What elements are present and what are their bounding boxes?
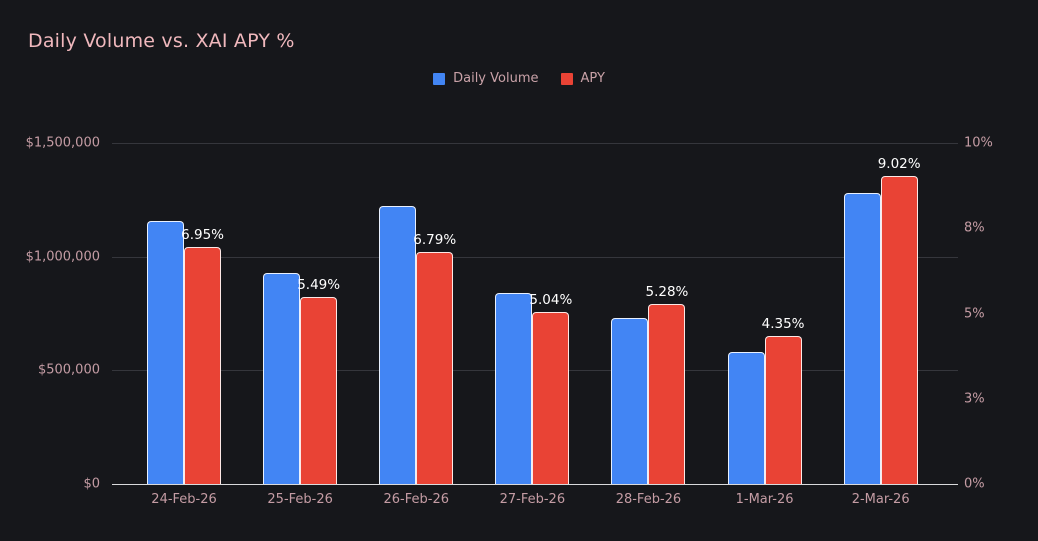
legend-item-daily-volume[interactable]: Daily Volume — [433, 71, 539, 86]
y-axis-left-tick-label: $1,000,000 — [25, 249, 100, 265]
bar-apy[interactable] — [532, 312, 570, 484]
legend-label: APY — [580, 71, 605, 86]
legend-item-apy[interactable]: APY — [560, 71, 605, 86]
y-axis-right-tick-label: 3% — [964, 391, 985, 407]
x-axis-tick-label: 25-Feb-26 — [267, 492, 333, 507]
page-title: Daily Volume vs. XAI APY % — [28, 30, 295, 52]
x-axis-tick-label: 28-Feb-26 — [615, 492, 682, 507]
y-axis-right-tick-label: 5% — [964, 306, 985, 321]
bar-apy[interactable] — [416, 252, 454, 484]
apy-swatch-icon — [560, 72, 573, 85]
bar-daily-volume[interactable] — [379, 205, 417, 484]
bar-apy[interactable] — [880, 176, 918, 484]
bar-daily-volume[interactable] — [147, 221, 185, 484]
apy-value-label: 9.02% — [877, 156, 921, 173]
daily-volume-swatch-icon — [433, 72, 446, 85]
apy-value-label: 5.28% — [645, 283, 689, 300]
apy-value-label: 5.04% — [529, 292, 573, 309]
apy-value-label: 5.49% — [297, 276, 341, 293]
gridline — [112, 256, 958, 258]
bar-apy[interactable] — [764, 335, 802, 484]
legend: Daily Volume APY — [0, 71, 1038, 86]
y-axis-left-tick-label: $0 — [83, 476, 100, 492]
y-axis-left-tick-label: $1,500,000 — [25, 135, 100, 151]
x-axis-tick-label: 24-Feb-26 — [151, 492, 217, 507]
y-axis-right-tick-label: 10% — [964, 135, 993, 151]
x-axis-tick-label: 27-Feb-26 — [499, 492, 566, 507]
bar-daily-volume[interactable] — [843, 193, 881, 484]
bar-apy[interactable] — [184, 247, 222, 484]
legend-label: Daily Volume — [453, 71, 539, 86]
bar-daily-volume[interactable] — [611, 318, 649, 484]
x-axis-tick-label: 26-Feb-26 — [383, 492, 449, 507]
bar-daily-volume[interactable] — [263, 272, 301, 484]
gridline — [112, 143, 958, 144]
apy-value-label: 6.95% — [181, 227, 224, 243]
x-axis-tick-label: 2-Mar-26 — [851, 492, 910, 507]
bar-apy[interactable] — [300, 296, 338, 484]
bar-apy[interactable] — [648, 303, 686, 484]
apy-value-label: 6.79% — [413, 232, 457, 249]
bar-daily-volume[interactable] — [727, 352, 765, 484]
y-axis-right-tick-label: 8% — [964, 220, 985, 236]
x-axis-line — [112, 484, 958, 485]
bar-daily-volume[interactable] — [495, 293, 533, 484]
apy-value-label: 4.35% — [761, 315, 805, 332]
y-axis-right-tick-label: 0% — [964, 476, 985, 492]
y-axis-left-tick-label: $500,000 — [37, 362, 100, 378]
x-axis-tick-label: 1-Mar-26 — [735, 492, 794, 507]
